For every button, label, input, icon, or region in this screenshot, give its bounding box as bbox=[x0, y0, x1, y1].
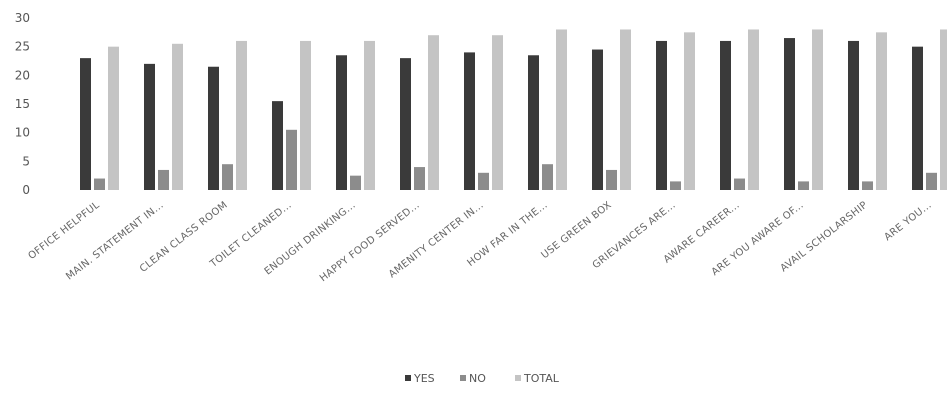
bar-yes-6 bbox=[400, 58, 411, 191]
bar-total-11 bbox=[748, 29, 759, 190]
bar-no-1 bbox=[94, 178, 105, 190]
bar-yes-7 bbox=[464, 52, 475, 191]
bar-yes-12 bbox=[784, 38, 795, 190]
bar-yes-9 bbox=[592, 49, 603, 191]
bar-total-1 bbox=[108, 46, 119, 190]
bar-total-12 bbox=[812, 29, 823, 190]
bar-total-5 bbox=[364, 40, 375, 190]
bar-total-4 bbox=[300, 40, 311, 190]
legend: YES NO TOTAL bbox=[405, 372, 560, 385]
bar-total-8 bbox=[556, 29, 567, 190]
bar-total-14 bbox=[940, 29, 947, 190]
bar-yes-2 bbox=[144, 63, 155, 190]
bar-yes-8 bbox=[528, 55, 539, 191]
bar-no-8 bbox=[542, 164, 553, 190]
bar-yes-14 bbox=[912, 46, 923, 190]
bar-yes-4 bbox=[272, 101, 283, 190]
bar-yes-3 bbox=[208, 66, 219, 190]
bars bbox=[80, 29, 947, 191]
bar-no-14 bbox=[926, 172, 937, 190]
y-tick-label: 25 bbox=[15, 40, 30, 54]
bar-no-3 bbox=[222, 164, 233, 190]
y-tick-label: 0 bbox=[22, 183, 30, 197]
bar-no-4 bbox=[286, 129, 297, 190]
bar-yes-5 bbox=[336, 55, 347, 191]
bar-no-12 bbox=[798, 181, 809, 190]
y-axis: 0 5 10 15 20 25 30 bbox=[15, 11, 30, 197]
y-tick-label: 15 bbox=[15, 97, 30, 111]
legend-swatch-total bbox=[515, 375, 521, 381]
bar-no-11 bbox=[734, 178, 745, 190]
legend-label-no: NO bbox=[469, 372, 486, 385]
bar-total-7 bbox=[492, 35, 503, 191]
legend-label-total: TOTAL bbox=[523, 372, 560, 385]
bar-yes-11 bbox=[720, 40, 731, 190]
bar-no-7 bbox=[478, 172, 489, 190]
bar-no-9 bbox=[606, 169, 617, 190]
bar-total-9 bbox=[620, 29, 631, 190]
bar-yes-13 bbox=[848, 40, 859, 190]
legend-swatch-no bbox=[460, 375, 466, 381]
bar-no-2 bbox=[158, 169, 169, 190]
bar-no-13 bbox=[862, 181, 873, 190]
bar-no-5 bbox=[350, 175, 361, 190]
bar-total-2 bbox=[172, 43, 183, 190]
bar-no-10 bbox=[670, 181, 681, 190]
bar-no-6 bbox=[414, 167, 425, 190]
y-tick-label: 30 bbox=[15, 11, 30, 25]
category-label: ARE YOU... bbox=[882, 200, 933, 244]
bar-total-13 bbox=[876, 32, 887, 191]
bar-total-3 bbox=[236, 40, 247, 190]
y-tick-label: 20 bbox=[15, 68, 30, 82]
legend-swatch-yes bbox=[405, 375, 411, 381]
y-tick-label: 10 bbox=[15, 126, 30, 140]
y-tick-label: 5 bbox=[22, 154, 30, 168]
legend-label-yes: YES bbox=[413, 372, 435, 385]
bar-total-10 bbox=[684, 32, 695, 191]
bar-yes-10 bbox=[656, 40, 667, 190]
bar-yes-1 bbox=[80, 58, 91, 191]
bar-total-6 bbox=[428, 35, 439, 191]
